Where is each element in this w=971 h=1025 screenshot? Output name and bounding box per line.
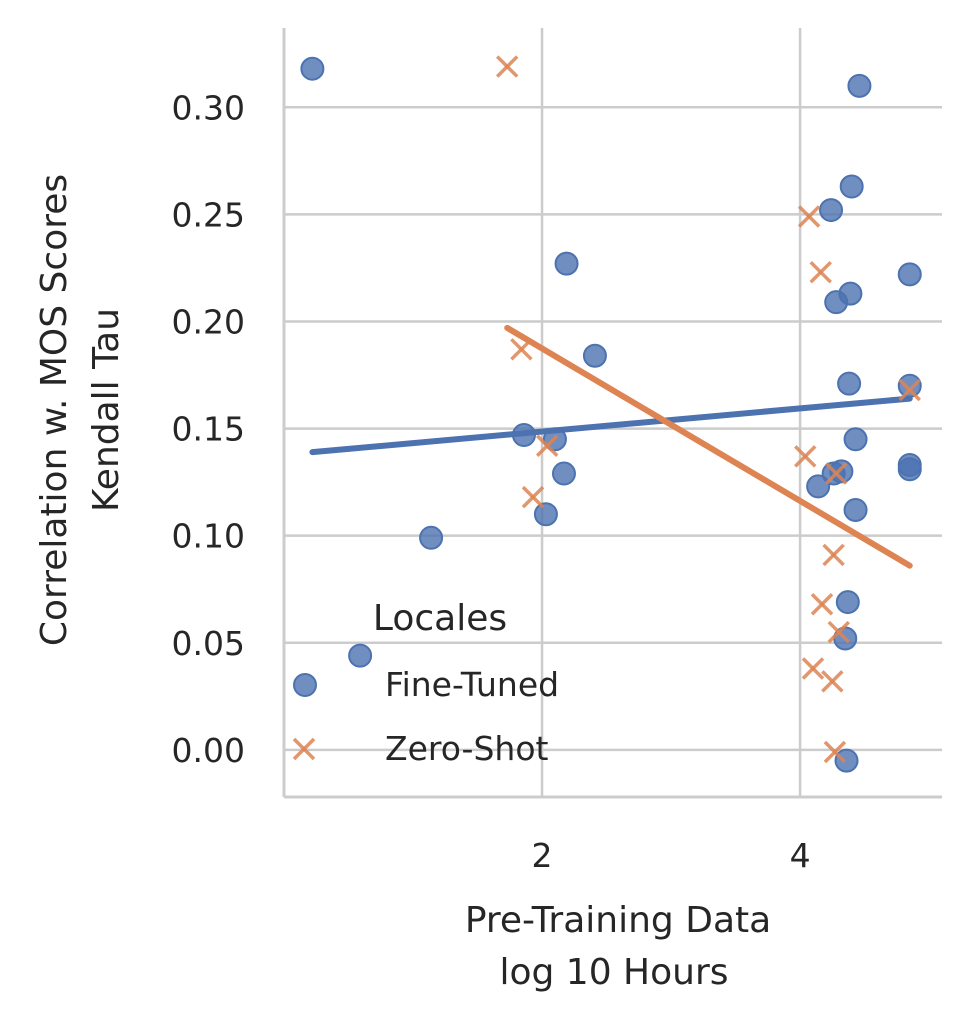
- fine-tuned-point: [847, 73, 872, 98]
- zero-shot-point: [823, 740, 847, 764]
- fine-tuned-point: [839, 174, 864, 199]
- legend-label-zero-shot: Zero-Shot: [385, 729, 549, 768]
- fine-tuned-point: [554, 251, 579, 276]
- fine-tuned-point: [843, 497, 868, 522]
- fine-tuned-trend-line: [309, 395, 913, 456]
- legend-marker-zero-shot: [292, 737, 316, 761]
- y-tick-label: 0.15: [172, 410, 245, 449]
- fine-tuned-point: [838, 281, 863, 306]
- gridlines: [284, 28, 942, 797]
- zero-shot-point: [827, 620, 851, 644]
- zero-shot-point: [824, 462, 848, 485]
- zero-shot-point: [898, 378, 921, 402]
- legend-marker-fine-tuned: [293, 673, 317, 697]
- y-tick-label: 0.30: [172, 88, 245, 127]
- y-tick-label: 0.05: [172, 624, 245, 663]
- legend-label-fine-tuned: Fine-Tuned: [385, 665, 559, 704]
- tick-labels: 0.00 0.05 0.10 0.15 0.20 0.25 0.30 2 4: [172, 88, 811, 875]
- fine-tuned-point: [511, 422, 536, 447]
- x-axis-title-line2: log 10 Hours: [499, 952, 728, 993]
- zero-shot-point: [809, 260, 832, 284]
- axis-spines: [282, 28, 942, 799]
- x-axis-title: Pre-Training Data log 10 Hours: [465, 900, 771, 993]
- x-tick-label: 2: [532, 836, 553, 875]
- fine-tuned-point: [419, 525, 444, 550]
- fine-tuned-point: [897, 373, 922, 398]
- y-axis-title-line1: Correlation w. MOS Scores: [34, 174, 75, 646]
- fine-tuned-point: [819, 198, 844, 223]
- x-tick-label: 4: [790, 836, 811, 875]
- zero-shot-point: [495, 55, 519, 78]
- zero-shot-point: [797, 205, 821, 228]
- y-tick-label: 0.10: [172, 517, 245, 556]
- zero-shot-point: [521, 485, 545, 509]
- zero-shot-point: [510, 338, 533, 361]
- zero-shot-point: [822, 543, 845, 567]
- y-tick-label: 0.20: [172, 302, 245, 341]
- zero-shot-trend-line: [504, 324, 913, 569]
- trend-lines: [309, 324, 913, 569]
- data-points: [300, 55, 922, 773]
- fine-tuned-point: [837, 371, 862, 396]
- y-tick-label: 0.25: [172, 195, 245, 234]
- legend-title: Locales: [373, 598, 507, 639]
- legend: Locales Fine-Tuned Zero-Shot: [292, 598, 559, 768]
- zero-shot-point: [810, 592, 834, 616]
- fine-tuned-point: [551, 461, 576, 486]
- fine-tuned-point: [834, 748, 859, 773]
- zero-shot-point: [801, 657, 825, 680]
- fine-tuned-point: [300, 56, 325, 81]
- fine-tuned-point: [533, 502, 558, 527]
- fine-tuned-point: [348, 643, 373, 668]
- fine-tuned-point: [835, 590, 860, 615]
- zero-shot-point: [821, 670, 844, 693]
- zero-shot-point: [794, 445, 817, 468]
- fine-tuned-point: [897, 262, 922, 287]
- y-axis-title: Correlation w. MOS Scores Kendall Tau: [34, 174, 127, 646]
- x-axis-title-line1: Pre-Training Data: [465, 900, 771, 941]
- y-tick-label: 0.00: [172, 731, 245, 770]
- y-axis-title-line2: Kendall Tau: [86, 308, 127, 512]
- fine-tuned-point: [582, 343, 607, 368]
- zero-shot-point: [535, 434, 559, 457]
- fine-tuned-point: [829, 459, 854, 484]
- fine-tuned-point: [843, 427, 868, 452]
- fine-tuned-point: [806, 474, 831, 499]
- fine-tuned-point: [897, 457, 922, 482]
